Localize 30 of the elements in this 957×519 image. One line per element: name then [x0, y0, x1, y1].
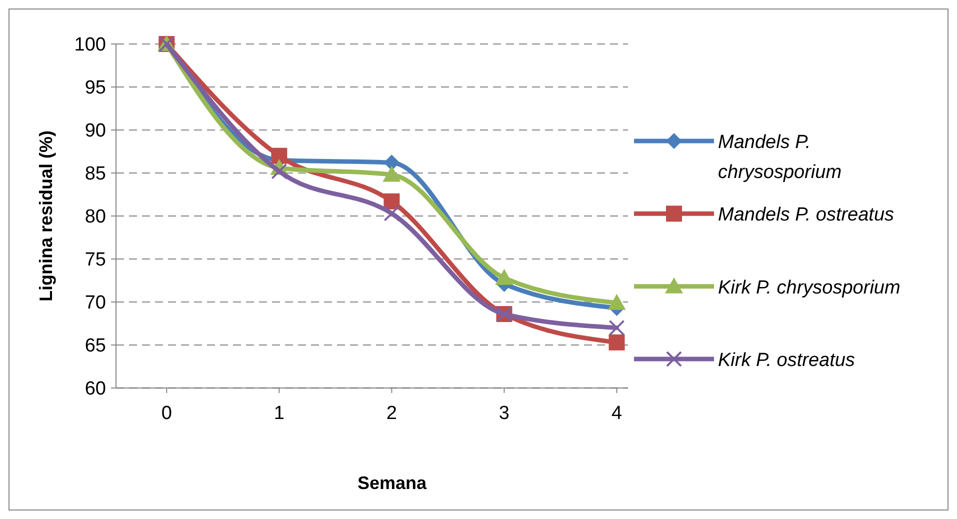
point [495, 268, 514, 285]
y-tick-label: 95 [84, 78, 106, 99]
legend-label: Kirk P. ostreatus [718, 350, 856, 372]
y-tick-label: 70 [84, 292, 106, 314]
x-tick-label: 0 [161, 403, 172, 424]
x-tick-label: 3 [498, 403, 510, 424]
x-tick-label: 4 [611, 403, 622, 424]
y-tick-label: 60 [84, 378, 106, 400]
y-tick-label: 80 [84, 206, 106, 228]
y-tick-label: 90 [84, 120, 106, 142]
y-tick-label: 75 [84, 250, 106, 271]
y-tick-label: 65 [84, 336, 106, 357]
point [271, 148, 288, 164]
x-axis-title: Semana [357, 473, 428, 493]
point [384, 154, 400, 171]
point [608, 320, 625, 336]
point [271, 163, 288, 180]
y-axis-title: Lignina residual (%) [36, 130, 56, 302]
point [608, 334, 625, 350]
legend-label: Mandels P. chrysosporium [718, 132, 842, 183]
x-tick-label: 1 [274, 403, 284, 424]
x-tick-label: 2 [386, 403, 397, 424]
point [384, 205, 400, 222]
point [608, 294, 626, 310]
y-tick-label: 100 [74, 34, 106, 56]
y-tick-label: 85 [84, 164, 106, 185]
legend-label: Mandels P. ostreatus [718, 204, 895, 226]
point [384, 193, 400, 210]
legend-label: Kirk P. chrysosporium [718, 277, 900, 298]
point [382, 166, 401, 182]
